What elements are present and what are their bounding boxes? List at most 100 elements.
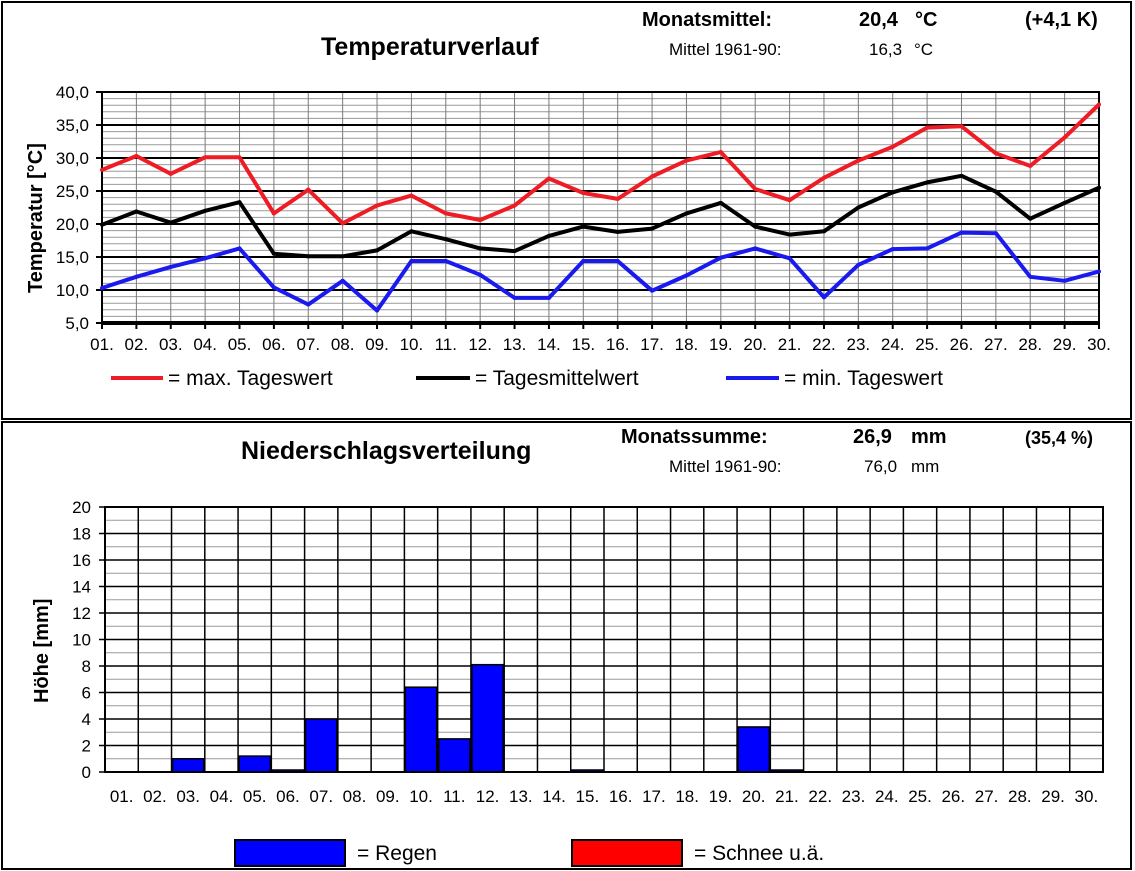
- x-tick-label: 04.: [193, 335, 217, 354]
- x-tick-label: 02.: [125, 335, 149, 354]
- x-tick-label: 28.: [1018, 335, 1042, 354]
- point-min: [271, 285, 276, 290]
- x-tick-label: 15.: [571, 335, 595, 354]
- point-min: [993, 231, 998, 236]
- point-max: [684, 158, 689, 163]
- y-tick-label: 25,0: [56, 182, 89, 201]
- x-tick-label: 01.: [110, 787, 134, 806]
- point-min: [615, 258, 620, 263]
- x-tick-label: 19.: [709, 787, 733, 806]
- x-tick-label: 18.: [675, 787, 699, 806]
- point-max: [512, 203, 517, 208]
- x-tick-label: 18.: [675, 335, 699, 354]
- point-max: [443, 211, 448, 216]
- x-tick-label: 23.: [847, 335, 871, 354]
- point-max: [100, 167, 104, 172]
- x-tick-label: 04.: [210, 787, 234, 806]
- x-tick-label: 11.: [443, 787, 465, 806]
- temperature-title: Temperaturverlauf: [321, 33, 539, 61]
- point-max: [237, 155, 242, 160]
- point-mean: [1028, 216, 1033, 221]
- point-mean: [340, 254, 345, 259]
- point-min: [856, 262, 861, 267]
- point-max: [306, 187, 311, 192]
- point-max: [409, 193, 414, 198]
- x-tick-label: 03.: [176, 787, 200, 806]
- point-min: [650, 288, 655, 293]
- bar-rain: [471, 663, 504, 773]
- point-mean: [993, 189, 998, 194]
- point-max: [650, 174, 655, 179]
- x-tick-label: 09.: [376, 787, 400, 806]
- point-max: [271, 211, 276, 216]
- legend-min-label: = min. Tageswert: [784, 367, 943, 390]
- bar-rain: [404, 686, 438, 773]
- point-max: [753, 187, 758, 192]
- point-max: [134, 154, 139, 159]
- point-min: [478, 272, 483, 277]
- x-tick-label: 21.: [775, 787, 799, 806]
- point-mean: [581, 224, 586, 229]
- x-tick-label: 07.: [309, 787, 333, 806]
- y-tick-label: 10,0: [56, 281, 89, 300]
- x-tick-label: 10.: [409, 787, 433, 806]
- x-tick-label: 16.: [606, 335, 630, 354]
- monthly-sum-unit: mm: [911, 426, 947, 448]
- point-min: [546, 295, 551, 300]
- series-mean-line: [101, 173, 1100, 259]
- x-tick-label: 13.: [503, 335, 527, 354]
- point-mean: [856, 205, 861, 210]
- point-min: [753, 246, 758, 251]
- x-tick-label: 20.: [742, 787, 766, 806]
- x-tick-label: 09.: [365, 335, 389, 354]
- y-tick-label: 0: [82, 763, 91, 782]
- monthly-sum-value: 26,9: [853, 426, 892, 448]
- x-tick-label: 06.: [276, 787, 300, 806]
- x-tick-label: 03.: [159, 335, 183, 354]
- y-tick-label: 18: [72, 525, 91, 544]
- y-tick-label: 5,0: [65, 314, 89, 333]
- point-mean: [650, 226, 655, 231]
- y-tick-label: 8: [82, 657, 91, 676]
- x-tick-label: 25.: [915, 335, 939, 354]
- point-mean: [478, 246, 483, 251]
- x-tick-label: 16.: [609, 787, 633, 806]
- point-mean: [512, 249, 517, 254]
- point-min: [959, 230, 964, 235]
- point-max: [856, 158, 861, 163]
- y-tick-label: 2: [82, 737, 91, 756]
- y-tick-label: 40,0: [56, 83, 89, 102]
- point-max: [718, 150, 723, 155]
- point-max: [546, 176, 551, 181]
- point-min: [890, 247, 895, 252]
- point-mean: [684, 211, 689, 216]
- point-mean: [443, 237, 448, 242]
- x-tick-label: 24.: [881, 335, 905, 354]
- temp-reference-label: Mittel 1961-90:: [669, 40, 782, 59]
- bar-rain: [437, 738, 471, 773]
- point-mean: [237, 200, 242, 205]
- y-tick-label: 4: [82, 710, 91, 729]
- y-tick-label: 10: [72, 631, 91, 650]
- precipitation-title: Niederschlagsverteilung: [241, 437, 532, 465]
- bar-rain: [238, 755, 272, 773]
- point-max: [375, 203, 380, 208]
- point-mean: [271, 251, 276, 256]
- monthly-sum-percent: (35,4 %): [1025, 428, 1094, 448]
- point-max: [478, 218, 483, 223]
- x-tick-label: 29.: [1041, 787, 1065, 806]
- x-tick-label: 10.: [400, 335, 424, 354]
- precipitation-chart: 0 2 4 6 8 10 12 14 16 18 20 01. 02. 03. 04. 05. 06. 07. 08…: [72, 498, 1104, 806]
- legend-rain-swatch: [234, 839, 346, 867]
- point-mean: [375, 248, 380, 253]
- x-tick-label: 29.: [1053, 335, 1077, 354]
- x-tick-label: 07.: [296, 335, 320, 354]
- point-mean: [203, 208, 208, 213]
- point-min: [168, 264, 173, 269]
- point-max: [615, 196, 620, 201]
- point-min: [340, 278, 345, 283]
- point-min: [100, 286, 104, 291]
- legend-snow-swatch: [571, 839, 683, 867]
- bar-rain: [304, 718, 338, 773]
- legend-rain-label: = Regen: [357, 842, 437, 865]
